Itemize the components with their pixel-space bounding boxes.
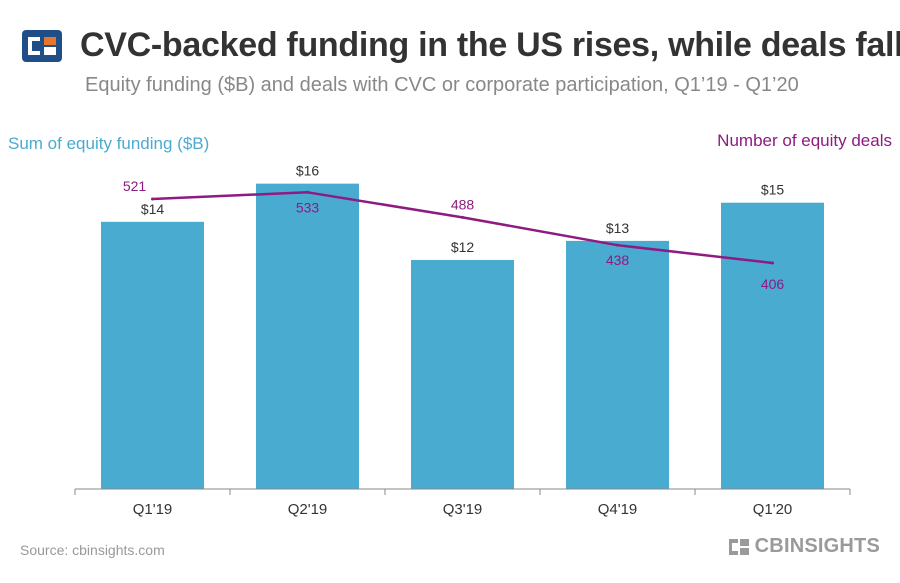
left-axis-title: Sum of equity funding ($B): [8, 134, 210, 153]
cb-insights-brand-icon: [728, 538, 749, 555]
chart-subtitle: Equity funding ($B) and deals with CVC o…: [85, 74, 799, 96]
deals-value-label: 533: [296, 199, 320, 215]
brand-footer: CBINSIGHTS: [728, 535, 880, 558]
x-tick-label: Q1'19: [133, 501, 173, 518]
bar-value-label: $16: [296, 163, 320, 179]
deals-value-label: 521: [123, 178, 147, 194]
deals-value-label: 488: [451, 196, 475, 212]
deals-point: [771, 261, 774, 265]
deals-value-label: 438: [606, 252, 630, 268]
funding-bar: [411, 259, 514, 489]
cb-insights-logo-icon: [22, 30, 62, 62]
deals-point: [151, 197, 154, 201]
deals-point: [461, 215, 464, 219]
bar-value-label: $14: [141, 201, 165, 217]
x-tick-label: Q3'19: [443, 501, 483, 518]
x-tick-label: Q1'20: [753, 501, 793, 518]
deals-value-label: 406: [761, 276, 785, 292]
funding-bar: [721, 202, 824, 489]
deals-point: [306, 190, 309, 194]
x-tick-label: Q4'19: [598, 501, 638, 518]
funding-bar: [256, 183, 359, 489]
bar-value-label: $15: [761, 182, 785, 198]
funding-bar: [101, 221, 204, 490]
chart-title: CVC-backed funding in the US rises, whil…: [80, 26, 900, 64]
deals-point: [616, 243, 619, 247]
x-tick-label: Q2'19: [288, 501, 328, 518]
bar-value-label: $13: [606, 220, 630, 236]
source-note: Source: cbinsights.com: [20, 542, 165, 558]
funding-bar: [566, 240, 669, 489]
right-axis-title: Number of equity deals: [717, 131, 892, 150]
bar-value-label: $12: [451, 239, 475, 255]
brand-name: CBINSIGHTS: [754, 535, 880, 557]
